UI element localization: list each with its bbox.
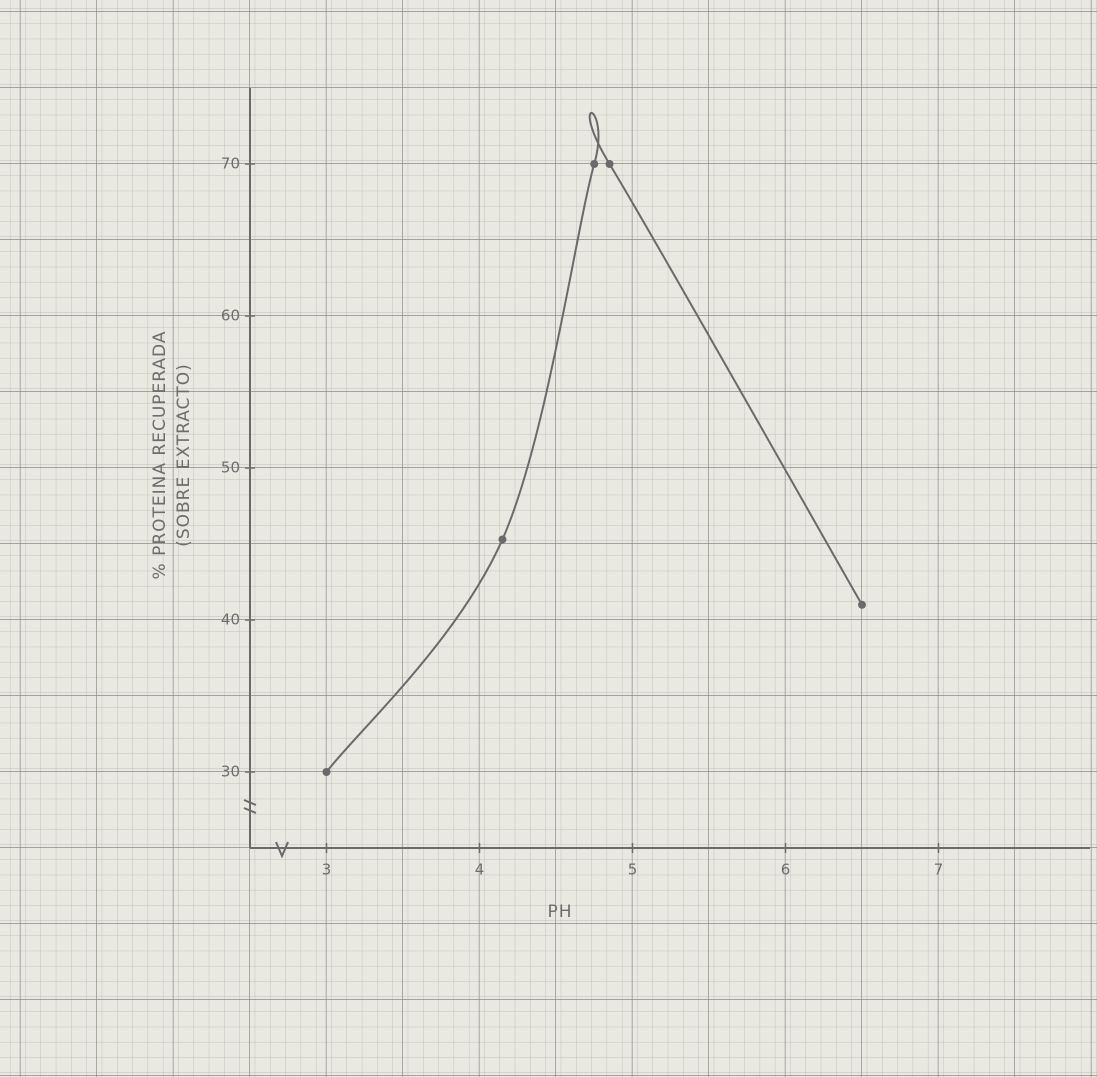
y-axis-label: (SOBRE EXTRACTO) — [174, 363, 194, 547]
axis-break — [275, 841, 289, 859]
x-tick-label: 7 — [934, 861, 944, 879]
x-tick-label: 4 — [475, 861, 485, 879]
x-axis-label: PH — [547, 902, 572, 922]
y-axis-label: % PROTEINA RECUPERADA — [150, 331, 170, 580]
y-tick-label: 70 — [221, 155, 240, 173]
x-tick-label: 6 — [781, 861, 791, 879]
y-tick-label: 50 — [221, 459, 240, 477]
y-tick-label: 30 — [221, 763, 240, 781]
y-tick-label: 40 — [221, 611, 240, 629]
point — [858, 600, 866, 609]
axis-break — [243, 799, 257, 814]
point — [498, 535, 507, 544]
x-tick-label: 5 — [628, 861, 638, 879]
point — [322, 768, 331, 776]
point — [590, 160, 599, 168]
y-tick-label: 60 — [221, 307, 240, 325]
x-tick-label: 3 — [322, 861, 332, 879]
point — [605, 160, 614, 168]
